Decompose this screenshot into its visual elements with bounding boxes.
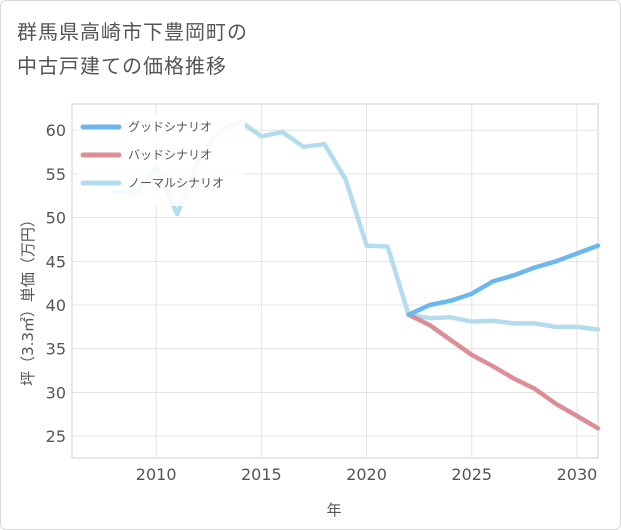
y-tick-label: 60 — [46, 121, 66, 140]
series-line-1 — [406, 243, 601, 317]
legend-label: バッドシナリオ — [128, 148, 212, 162]
y-tick-label: 30 — [46, 383, 66, 402]
y-axis-ticks: 25 30 35 40 45 50 55 60 — [46, 121, 66, 446]
y-tick-label: 25 — [46, 427, 66, 446]
legend-item-1[interactable]: グッドシナリオ — [80, 120, 212, 134]
x-tick-label: 2030 — [557, 465, 598, 484]
y-tick-label: 40 — [46, 296, 66, 315]
y-tick-label: 45 — [46, 252, 66, 271]
legend-label: グッドシナリオ — [128, 120, 212, 134]
x-axis-label: 年 — [326, 501, 341, 519]
y-tick-label: 55 — [46, 165, 66, 184]
y-tick-label: 50 — [46, 209, 66, 228]
x-tick-label: 2010 — [136, 465, 177, 484]
legend-label: ノーマルシナリオ — [128, 176, 224, 190]
legend-item-3[interactable]: ノーマルシナリオ — [80, 176, 224, 190]
chart-title: 群馬県高崎市下豊岡町の 中古戸建ての価格推移 — [17, 15, 248, 83]
x-axis-ticks: 2010 2015 2020 2025 2030 — [136, 465, 598, 484]
series-line-2 — [406, 312, 601, 431]
x-tick-label: 2025 — [451, 465, 492, 484]
y-tick-label: 35 — [46, 340, 66, 359]
y-axis-label: 坪（3.3㎡）単価（万円） — [19, 212, 37, 386]
chart-title-line-1: 群馬県高崎市下豊岡町の — [17, 20, 248, 44]
legend-item-2[interactable]: バッドシナリオ — [80, 148, 212, 162]
x-tick-label: 2020 — [346, 465, 387, 484]
x-tick-label: 2015 — [241, 465, 282, 484]
chart-title-line-2: 中古戸建ての価格推移 — [17, 54, 227, 78]
